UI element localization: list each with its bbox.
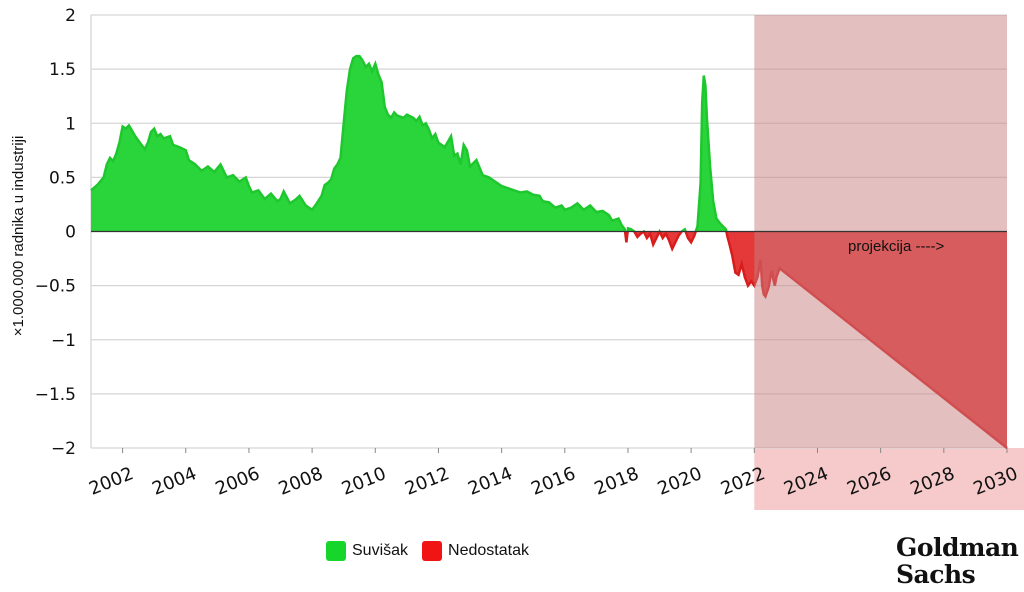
goldman-sachs-logo: Goldman Sachs: [896, 534, 1024, 588]
y-tick-label: −1.5: [35, 385, 76, 405]
legend-item-surplus[interactable]: Suvišak: [326, 541, 408, 561]
x-tick-label: 2020: [655, 463, 705, 500]
legend-label-surplus: Suvišak: [352, 542, 409, 559]
x-tick-label: 2018: [591, 463, 641, 500]
legend: Suvišak Nedostatak: [326, 541, 543, 561]
y-axis-ticks: 2 1.5 1 0.5 0 −0.5 −1 −1.5 −2: [35, 6, 76, 459]
legend-swatch-surplus: [326, 541, 346, 561]
y-tick-label: 0: [65, 223, 76, 243]
y-tick-label: 1: [65, 114, 76, 134]
y-tick-label: 1.5: [49, 60, 76, 80]
surplus-area: [91, 56, 1007, 232]
projection-label: projekcija ---->: [848, 238, 945, 255]
logo-line-1: Goldman: [896, 533, 1019, 562]
y-tick-label: 2: [65, 6, 76, 26]
x-tick-label: 2016: [528, 463, 578, 500]
projection-axis-band: [754, 448, 1024, 510]
legend-swatch-shortage: [422, 541, 443, 561]
x-tick-label: 2008: [276, 463, 326, 500]
surplus-line: [90, 54, 728, 232]
y-tick-label: 0.5: [49, 168, 76, 188]
x-tick-label: 2004: [149, 463, 199, 500]
x-tick-label: 2014: [465, 463, 515, 500]
x-tick-label: 2002: [86, 463, 136, 500]
logo-line-2: Sachs: [896, 560, 976, 589]
legend-label-shortage: Nedostatak: [448, 542, 529, 559]
legend-item-shortage[interactable]: Nedostatak: [422, 541, 529, 561]
x-tick-label: 2006: [212, 463, 262, 500]
x-tick-label: 2012: [402, 463, 452, 500]
y-tick-label: −0.5: [35, 277, 76, 297]
y-tick-label: −2: [51, 439, 76, 459]
y-tick-label: −1: [51, 331, 76, 351]
x-tick-label: 2010: [339, 463, 389, 500]
y-axis-title: ×1.000.000 radnika u industriji: [10, 136, 27, 337]
